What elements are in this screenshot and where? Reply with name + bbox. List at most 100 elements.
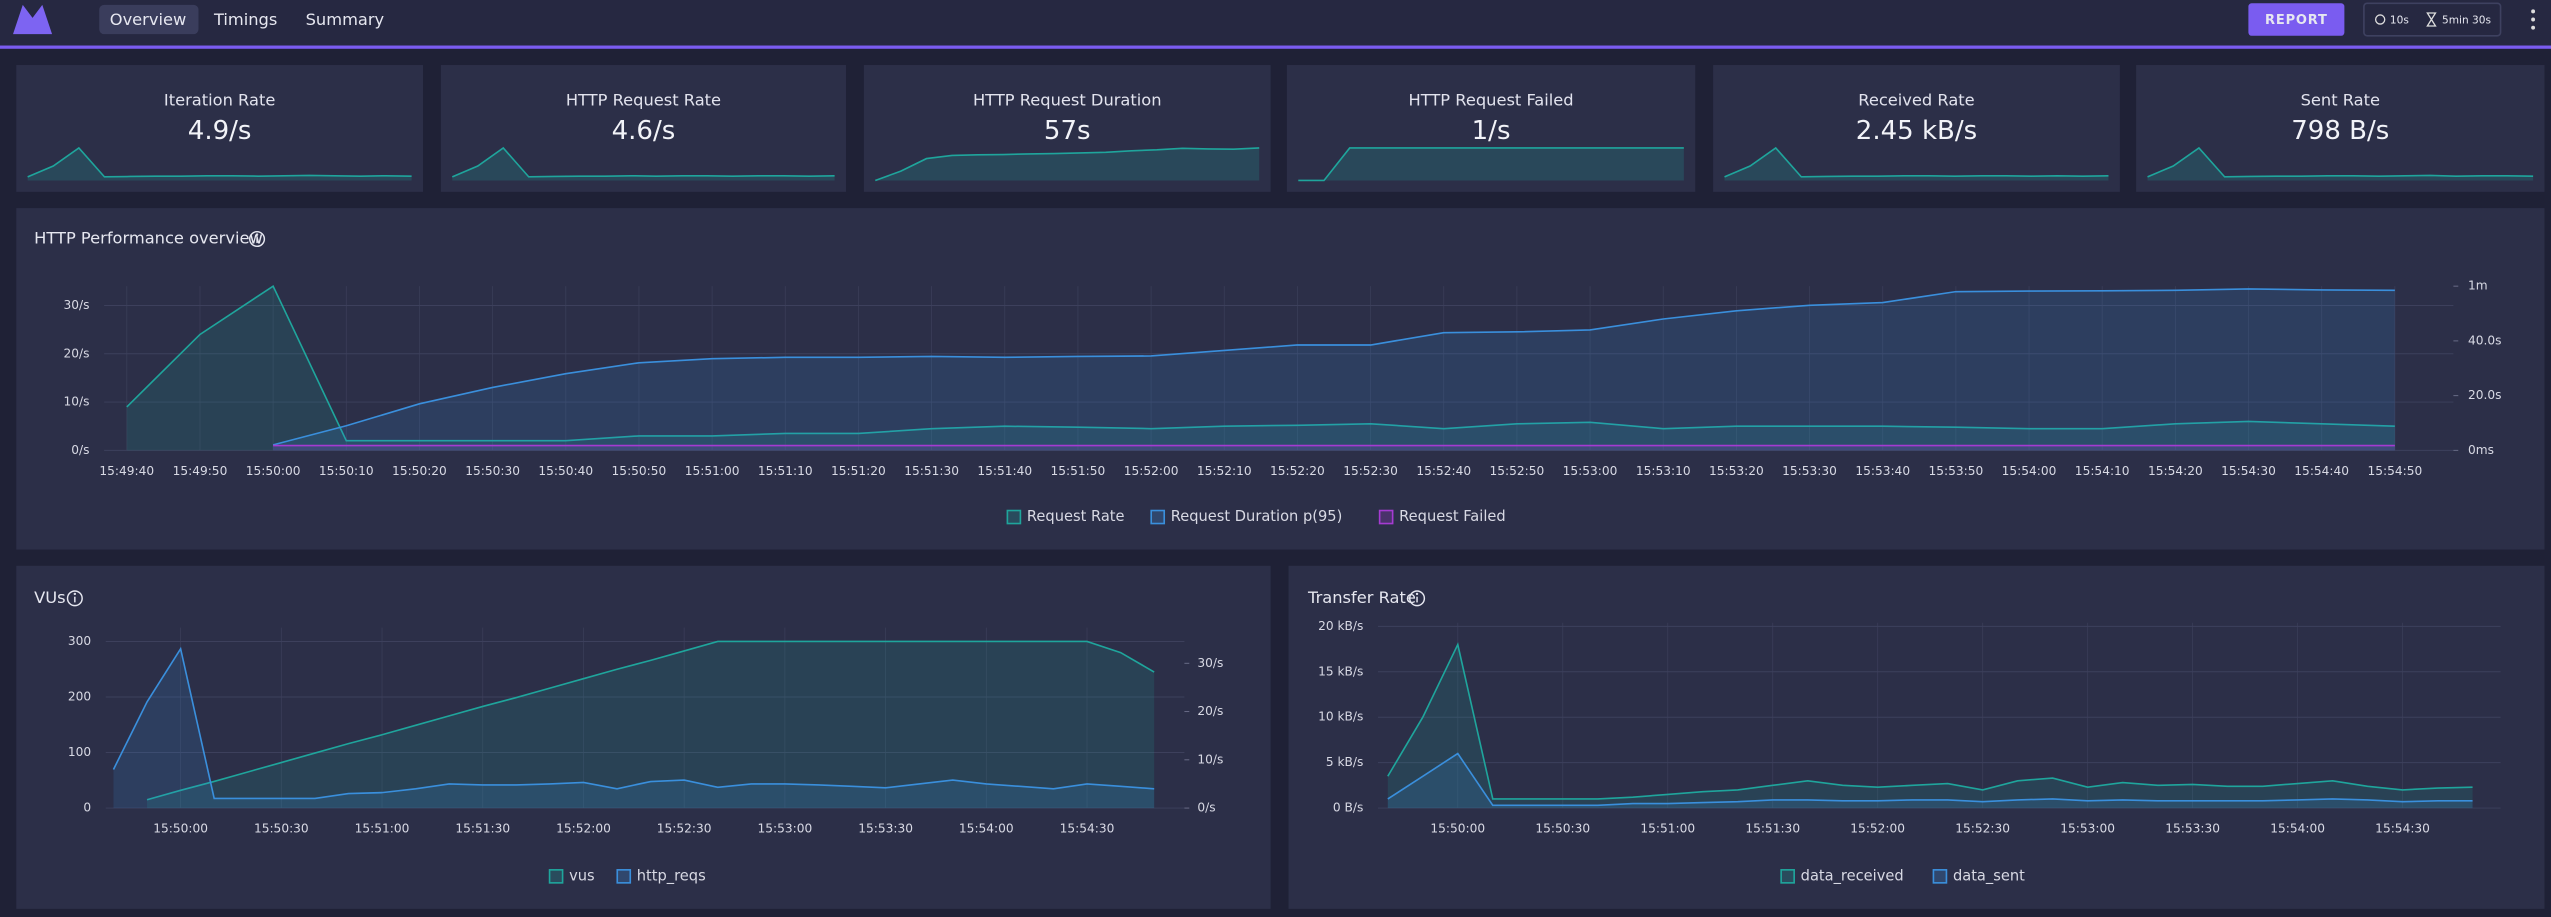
y2-tick-label: 40.0s (2468, 333, 2502, 347)
card-value: 798 B/s (2291, 116, 2389, 146)
card-value: 4.9/s (188, 116, 252, 146)
panel (1288, 565, 2545, 909)
y-tick-label: 5 kB/s (1326, 755, 1364, 769)
x-tick-label: 15:52:50 (1490, 464, 1545, 478)
x-tick-label: 15:53:00 (1563, 464, 1618, 478)
tab[interactable]: Overview (110, 10, 187, 29)
card-title: HTTP Request Failed (1409, 90, 1574, 109)
report-button[interactable] (2248, 3, 2345, 36)
sparkline-area (2147, 147, 2534, 181)
sparkline (27, 146, 412, 178)
x-tick-label: 15:53:30 (858, 822, 913, 836)
x-tick-label: 15:50:30 (1535, 822, 1590, 836)
x-tick-label: 15:54:30 (2221, 464, 2276, 478)
y2-tick-label: 0ms (2468, 443, 2494, 457)
x-tick-label: 15:51:00 (685, 464, 740, 478)
card-value: 1/s (1472, 116, 1511, 146)
sparkline-area (1298, 147, 1684, 181)
y-tick-label: 300 (68, 634, 91, 648)
card-value: 2.45 kB/s (1856, 116, 1977, 146)
y2-tick-label: 30/s (1197, 656, 1223, 670)
legend-swatch (1780, 869, 1795, 884)
series-area (147, 641, 1155, 809)
x-tick-label: 15:52:00 (1124, 464, 1179, 478)
legend-swatch (1932, 869, 1948, 884)
stat-card (1713, 65, 2120, 192)
x-tick-label: 15:53:40 (1855, 464, 1910, 478)
legend-label: Request Failed (1399, 508, 1506, 525)
card-title: HTTP Request Duration (973, 90, 1162, 109)
clock-icon (2374, 14, 2386, 25)
x-tick-label: 15:51:00 (355, 822, 410, 836)
duration[interactable]: 5min 30s (2442, 14, 2491, 26)
x-tick-label: 15:54:50 (2367, 464, 2422, 478)
panel-title: VUs (34, 588, 65, 607)
y-tick-label: 15 kB/s (1318, 664, 1363, 678)
sparkline-area (27, 147, 412, 181)
x-tick-label: 15:51:10 (758, 464, 813, 478)
x-tick-label: 15:49:40 (99, 464, 154, 478)
stat-card (863, 65, 1271, 192)
legend-label: http_reqs (637, 867, 706, 884)
series-area (1387, 753, 2473, 809)
x-tick-label: 15:54:40 (2294, 464, 2349, 478)
x-tick-label: 15:52:00 (556, 822, 611, 836)
sparkline (1298, 147, 1684, 182)
y-tick-label: 200 (68, 690, 91, 704)
series-line (1387, 642, 2473, 800)
x-tick-label: 15:52:30 (1343, 464, 1398, 478)
x-tick-label: 15:50:40 (538, 464, 593, 478)
x-tick-label: 15:50:00 (246, 464, 301, 478)
y2-tick-label: 10/s (1197, 752, 1223, 766)
x-tick-label: 15:54:00 (2270, 822, 2325, 836)
sparkline (1724, 146, 2109, 178)
x-tick-label: 15:53:20 (1709, 464, 1764, 478)
x-tick-label: 15:54:00 (2002, 464, 2057, 478)
y-tick-label: 0/s (71, 443, 89, 457)
y2-tick-label: 1m (2468, 279, 2488, 293)
x-tick-label: 15:52:20 (1270, 464, 1325, 478)
legend-swatch (1006, 509, 1022, 525)
logo[interactable] (13, 4, 53, 35)
card-value: 4.6/s (612, 116, 676, 146)
stat-card (440, 65, 846, 192)
x-tick-label: 15:51:40 (977, 464, 1032, 478)
card-title: Sent Rate (2301, 90, 2380, 109)
x-tick-label: 15:53:10 (1636, 464, 1691, 478)
info-icons[interactable] (66, 230, 1426, 607)
x-tick-label: 15:54:20 (2148, 464, 2203, 478)
legend-swatch (548, 869, 564, 884)
tab[interactable]: Summary (306, 10, 385, 29)
x-tick-label: 15:53:30 (1782, 464, 1837, 478)
x-tick-label: 15:50:50 (612, 464, 667, 478)
panel (16, 565, 1271, 909)
legend-swatch (616, 869, 632, 884)
series-line (272, 288, 2395, 446)
x-tick-label: 15:51:20 (831, 464, 886, 478)
series-line (146, 640, 1155, 801)
interval[interactable]: 10s (2390, 14, 2409, 26)
top-bar (0, 0, 2551, 46)
x-tick-label: 15:52:30 (657, 822, 712, 836)
stat-card (1286, 65, 1696, 192)
x-tick-label: 15:53:30 (2165, 822, 2220, 836)
menu-icon[interactable] (2531, 9, 2536, 30)
report-label[interactable]: REPORT (2265, 13, 2328, 28)
series-line (112, 646, 1155, 800)
series-line (1387, 752, 2473, 807)
y-tick-label: 30/s (64, 298, 90, 312)
x-tick-label: 15:52:10 (1197, 464, 1252, 478)
settings-box[interactable] (2363, 2, 2502, 37)
x-tick-label: 15:54:00 (959, 822, 1014, 836)
x-tick-label: 15:54:10 (2075, 464, 2130, 478)
stat-card (16, 65, 423, 192)
tab[interactable]: Timings (213, 10, 277, 29)
x-tick-label: 15:52:40 (1416, 464, 1471, 478)
series-line (126, 284, 2395, 442)
y-tick-label: 100 (68, 745, 91, 759)
legend-swatch (1378, 509, 1394, 525)
sparkline (2147, 146, 2534, 178)
x-tick-label: 15:49:50 (173, 464, 228, 478)
